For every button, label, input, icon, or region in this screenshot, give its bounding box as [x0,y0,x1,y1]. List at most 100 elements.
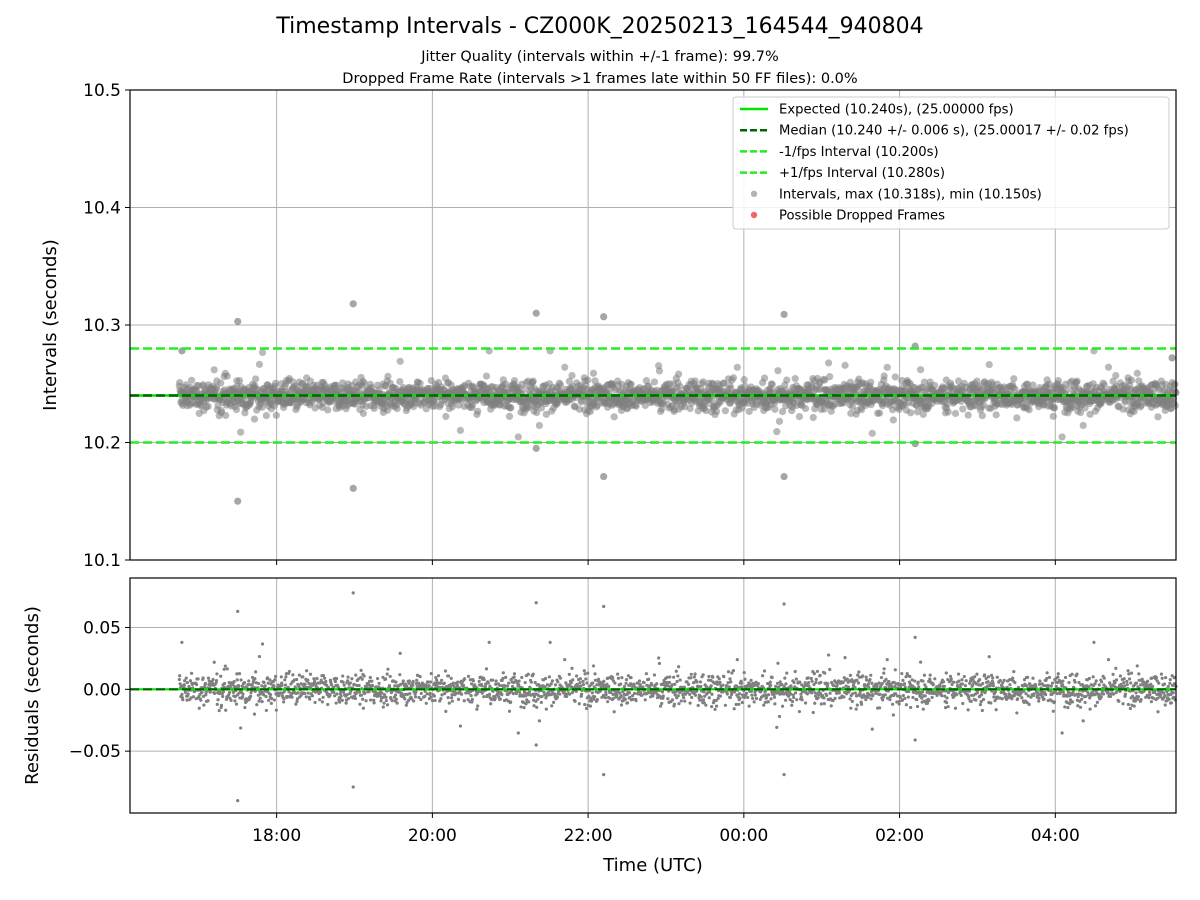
residual-point [509,700,513,704]
interval-point-outlier [349,300,357,308]
residual-point [493,696,497,700]
interval-point [691,377,699,385]
residual-point [1011,676,1015,680]
interval-point [1049,412,1057,420]
residual-point [851,692,855,696]
legend-swatch-dot [750,190,758,197]
residual-point [740,685,744,689]
interval-point [258,348,267,357]
residual-point [909,705,913,710]
interval-point [868,429,876,437]
residual-point [354,673,358,677]
residual-point [611,679,616,683]
residual-point [403,692,407,697]
residual-point [1022,689,1026,694]
residual-point [470,700,474,704]
residual-point [702,701,706,705]
residual-point [565,694,569,699]
residual-point [693,672,697,676]
residual-point [652,673,657,677]
residual-point [589,696,593,700]
residual-point [456,697,461,701]
residual-point [255,703,259,707]
interval-point [907,409,915,417]
residual-point [398,651,402,655]
dropped-frame-rate-subtitle: Dropped Frame Rate (intervals >1 frames … [342,71,858,87]
legend-entry-label: Possible Dropped Frames [779,209,945,224]
residual-point [611,675,615,680]
interval-point [217,379,225,387]
residual-point [897,702,901,706]
interval-point [1025,406,1033,414]
residual-point [227,690,232,695]
residual-point [683,699,687,703]
residual-point [333,694,337,698]
residual-point [738,696,742,700]
residual-point [761,674,765,678]
residual-point [203,685,207,689]
residual-point [915,704,920,709]
residual-point [579,692,584,696]
residual-point [690,695,694,700]
residual-point [657,661,662,666]
legend-entry-label: +1/fps Interval (10.280s) [779,166,945,181]
residual-point [920,690,925,694]
residual-point [527,690,532,694]
residual-point [870,681,874,685]
residual-point [494,679,498,683]
residual-point [446,674,451,678]
interval-point [1023,380,1032,388]
residual-point [367,690,371,694]
residual-point [313,679,317,683]
residual-point [661,694,665,698]
residual-point [579,684,583,688]
residual-point [850,678,854,682]
chart-title: Timestamp Intervals - CZ000K_20250213_16… [276,14,924,39]
interval-point [217,407,226,415]
interval-point [1076,408,1085,417]
residual-point [918,660,923,664]
residual-point [809,676,813,681]
residual-point [693,693,698,697]
residual-point [456,680,460,684]
residual-point [488,684,492,688]
interval-point-outlier [600,313,608,321]
residual-point [624,677,629,682]
interval-point [778,407,787,416]
residual-point [749,678,753,682]
residual-point [274,708,278,712]
residual-point [685,690,690,694]
residual-point [975,691,979,695]
residual-point [942,680,946,684]
residual-point [888,697,892,702]
residual-point [1025,675,1030,679]
interval-point-outlier [1168,354,1176,362]
interval-point [448,403,456,411]
residual-point [606,700,610,704]
residual-point [644,672,649,676]
residual-point [404,703,408,707]
interval-point [702,406,710,415]
residual-point [955,693,959,697]
residual-point [726,670,731,674]
residual-point [726,681,730,685]
residual-point [731,669,736,673]
interval-point [1171,380,1179,388]
residual-point [634,699,638,703]
residual-point [639,691,643,695]
residual-point [577,702,581,706]
residual-point [882,671,886,675]
residual-point [971,678,975,682]
residual-point [439,697,443,701]
residual-point [595,698,599,702]
residual-point [710,692,714,696]
residual-point [375,676,380,681]
residual-point [1056,672,1060,676]
residual-point [706,678,711,682]
residual-point [568,692,572,696]
interval-point [841,361,849,369]
interval-point [1081,404,1089,412]
residual-point [785,671,789,675]
residual-point [812,672,816,676]
interval-point [1135,377,1143,385]
